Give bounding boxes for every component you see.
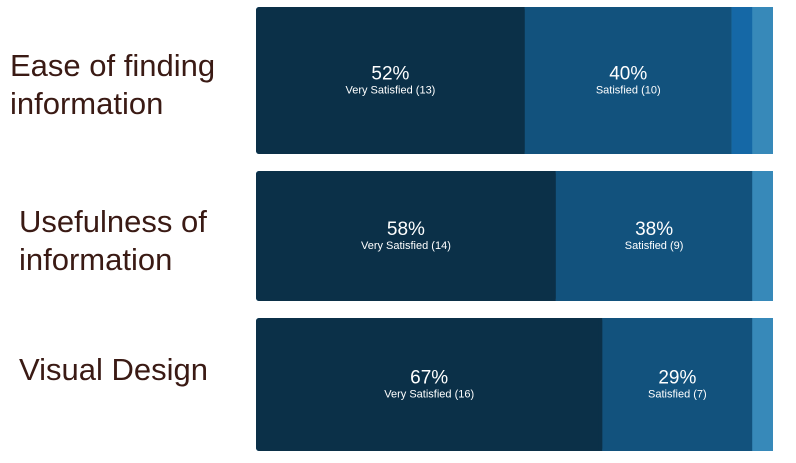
data-label-percent: 40% (609, 64, 647, 85)
bar-group: 58%Very Satisfied (14) 38%Satisfied (9) (256, 171, 773, 301)
category-label: Usefulness of information (19, 203, 207, 279)
bar-segment (256, 7, 525, 154)
bar-segment (256, 318, 603, 451)
bar-segment (256, 171, 556, 301)
bar-segment (752, 171, 773, 301)
bar-segment (752, 7, 773, 154)
bar-segment-edge (520, 7, 525, 154)
data-label-series: Satisfied (10) (596, 85, 661, 97)
bar-segment (524, 7, 732, 154)
category-label: Visual Design (19, 351, 208, 389)
data-label-percent: 52% (371, 64, 409, 85)
bar-segment (731, 7, 753, 154)
data-label-percent: 29% (658, 368, 696, 389)
category-label-line: Usefulness of (19, 204, 207, 239)
bar-segment-edge (551, 171, 556, 301)
category-label-line: information (19, 242, 173, 277)
data-label-series: Very Satisfied (16) (384, 389, 474, 401)
data-label-percent: 38% (635, 219, 673, 240)
data-label-series: Very Satisfied (13) (345, 85, 435, 97)
bar-segment (555, 171, 753, 301)
category-label-line: Ease of finding (10, 48, 216, 83)
bar-segment (602, 318, 753, 451)
category-label: Ease of finding information (10, 47, 215, 123)
bar-group: 52%Very Satisfied (13) 40%Satisfied (10) (256, 7, 773, 154)
category-label-line: Visual Design (19, 352, 208, 387)
bar-segment-edge (598, 318, 603, 451)
category-label-line: information (10, 86, 164, 121)
data-label-series: Very Satisfied (14) (361, 240, 451, 252)
data-label-series: Satisfied (9) (625, 240, 684, 252)
data-label-series: Satisfied (7) (648, 389, 707, 401)
bar-group: 67%Very Satisfied (16) 29%Satisfied (7) (256, 318, 773, 451)
data-label-percent: 58% (387, 219, 425, 240)
bar-segment (752, 318, 773, 451)
data-label-percent: 67% (410, 368, 448, 389)
